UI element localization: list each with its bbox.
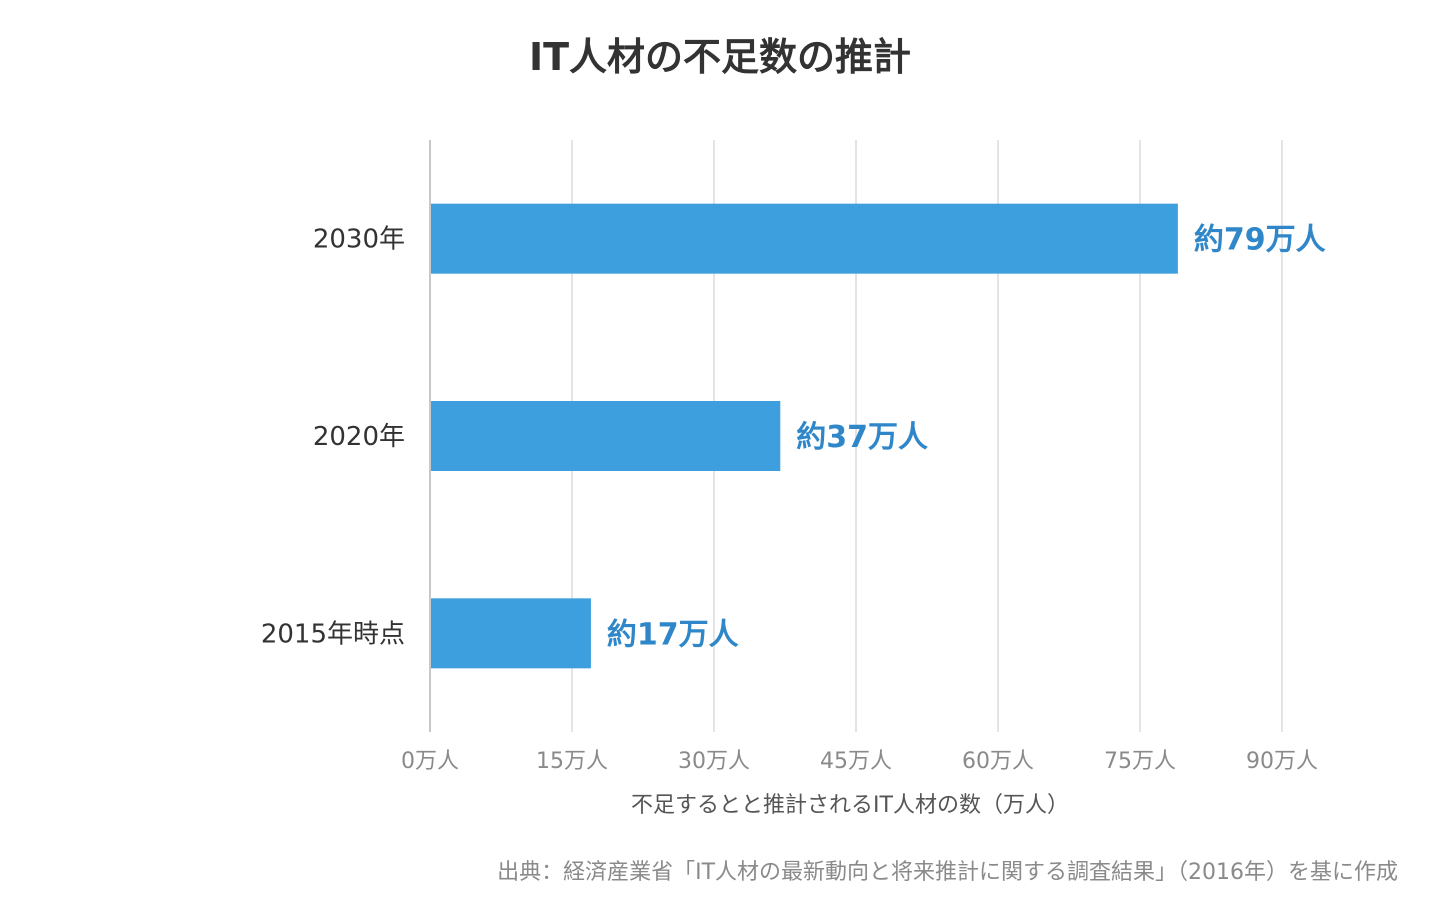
x-tick-label: 30万人 bbox=[678, 749, 750, 774]
category-labels: 2030年 2020年 2015年時点 bbox=[261, 225, 405, 650]
x-axis-title: 不足するとと推計されるIT人材の数（万人） bbox=[631, 793, 1069, 818]
x-tick-label: 0万人 bbox=[401, 749, 459, 774]
data-label: 約37万人 bbox=[796, 420, 928, 455]
x-tick-label: 45万人 bbox=[820, 749, 892, 774]
bars bbox=[430, 203, 1178, 669]
x-tick-label: 90万人 bbox=[1246, 749, 1318, 774]
bar bbox=[430, 401, 781, 471]
data-label: 約79万人 bbox=[1194, 223, 1326, 258]
x-tick-label: 15万人 bbox=[536, 749, 608, 774]
x-tick-label: 75万人 bbox=[1104, 749, 1176, 774]
bar bbox=[430, 203, 1178, 274]
category-label: 2030年 bbox=[313, 225, 405, 255]
category-label: 2020年 bbox=[313, 422, 405, 452]
data-label: 約17万人 bbox=[607, 617, 739, 652]
bar bbox=[430, 598, 591, 669]
x-tick-labels: 0万人 15万人 30万人 45万人 60万人 75万人 90万人 bbox=[401, 749, 1318, 774]
x-tick-label: 60万人 bbox=[962, 749, 1034, 774]
category-label: 2015年時点 bbox=[261, 619, 405, 649]
source-note: 出典：経済産業省「IT人材の最新動向と将来推計に関する調査結果」（2016年）を… bbox=[497, 860, 1398, 885]
chart-title: IT人材の不足数の推計 bbox=[529, 35, 911, 79]
